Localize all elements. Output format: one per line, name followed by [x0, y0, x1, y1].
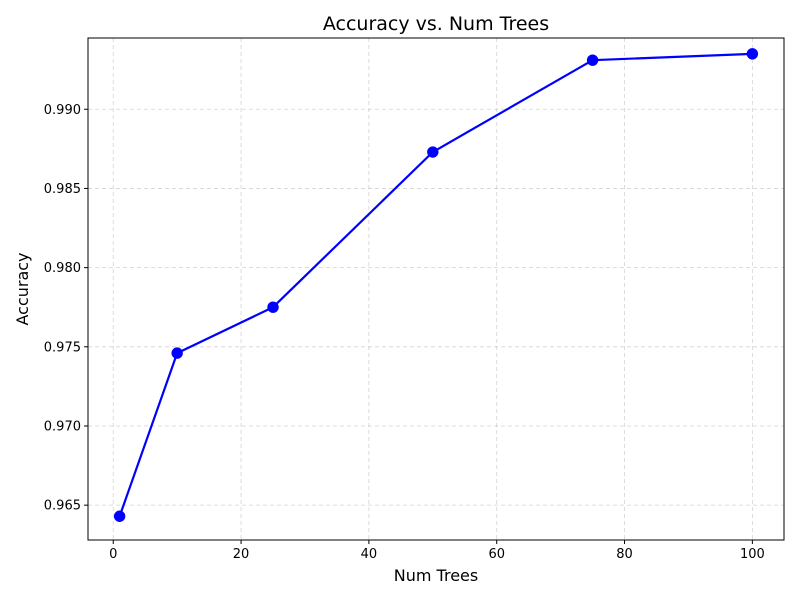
x-tick-label: 60	[488, 547, 505, 562]
grid-lines	[88, 38, 784, 540]
y-tick-label: 0.985	[44, 182, 81, 197]
x-tick-label: 0	[109, 547, 117, 562]
data-point	[586, 54, 599, 66]
data-point	[267, 301, 279, 313]
chart-title: Accuracy vs. Num Trees	[323, 13, 549, 35]
data-point	[171, 347, 183, 359]
y-axis-label: Accuracy	[13, 252, 32, 325]
data-point	[113, 510, 126, 522]
x-axis-label: Num Trees	[394, 566, 478, 585]
series-layer	[113, 48, 759, 522]
x-tick-label: 80	[616, 547, 633, 562]
y-tick-label: 0.975	[44, 340, 81, 355]
y-tick-label: 0.970	[44, 419, 81, 434]
x-tick-label: 100	[740, 547, 765, 562]
y-tick-label: 0.965	[44, 499, 81, 514]
x-tick-label: 40	[361, 547, 378, 562]
plot-frame	[87, 37, 785, 541]
y-tick-label: 0.980	[44, 261, 81, 276]
y-tick-label: 0.990	[44, 103, 81, 118]
series-line	[118, 52, 753, 517]
axis-ticks: 0 20 40 60 80 100 0.965 0.970 0.975 0.980 0.985 0.9…	[44, 103, 765, 562]
data-point	[746, 48, 759, 60]
data-point	[427, 146, 439, 158]
x-tick-label: 20	[233, 547, 250, 562]
